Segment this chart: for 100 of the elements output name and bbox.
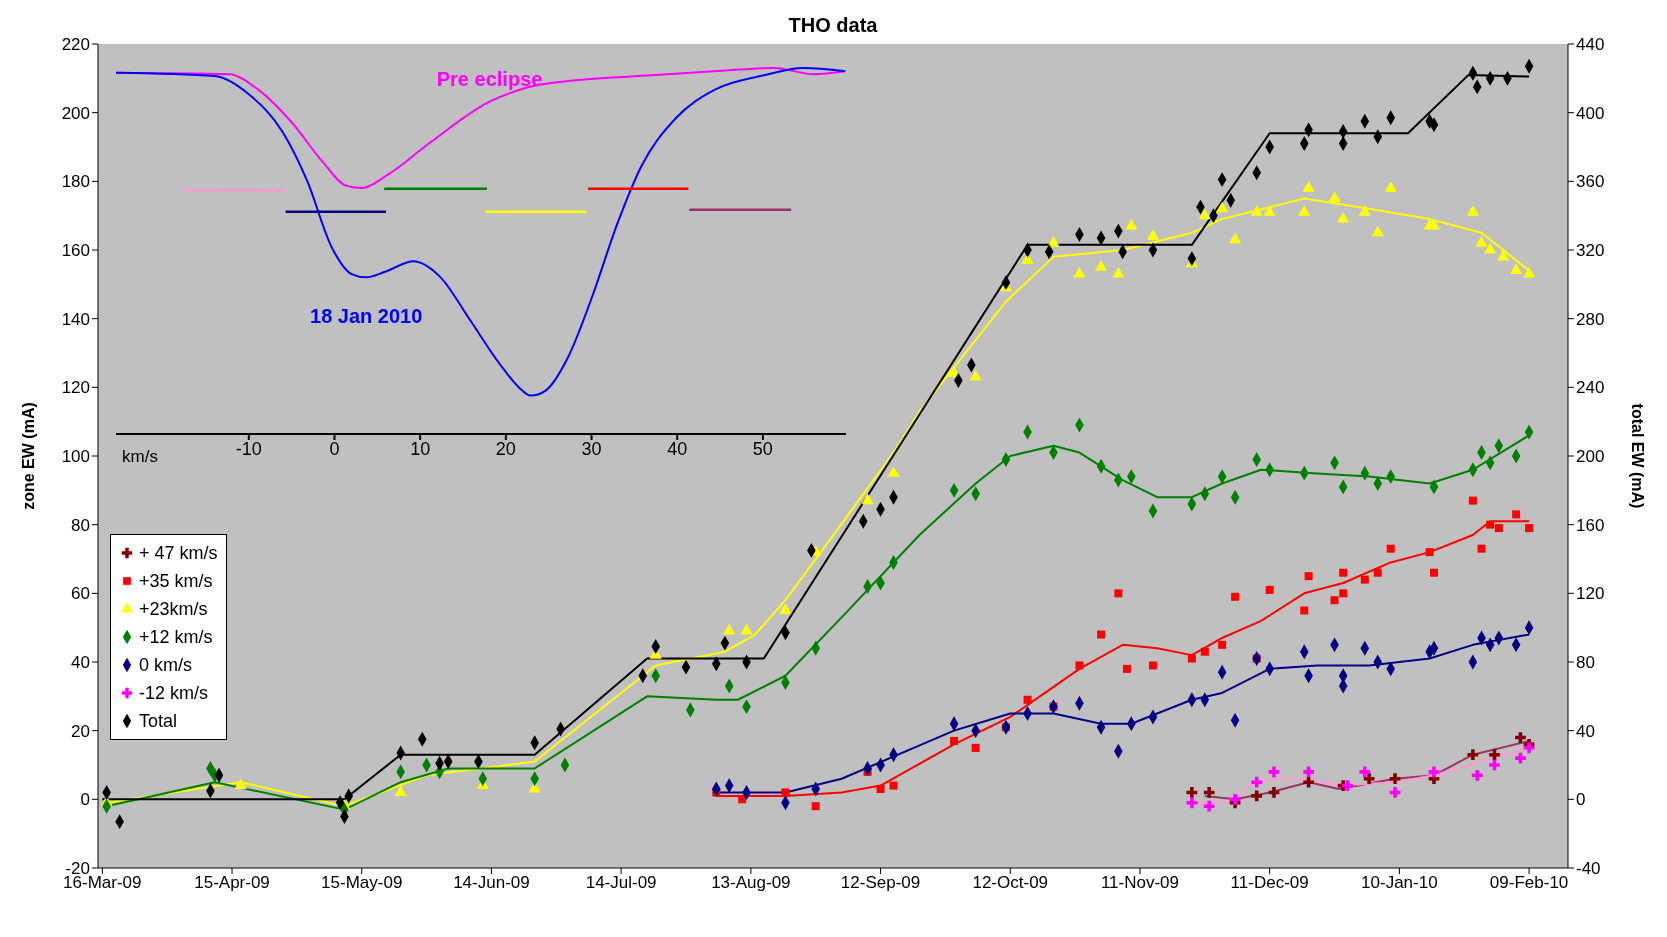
- point: [1146, 229, 1160, 240]
- x-tick-label: 50: [752, 438, 773, 459]
- point: [1386, 544, 1395, 553]
- point: [1300, 606, 1309, 615]
- x-tick-label: 20: [495, 438, 516, 459]
- x-tick-label: 13-Aug-09: [711, 873, 791, 893]
- y2-tick-label: 120: [1576, 584, 1605, 604]
- point: [1186, 787, 1198, 798]
- point: [1251, 776, 1263, 788]
- point: [1337, 212, 1350, 223]
- point: [1200, 647, 1209, 656]
- y2-axis-title: total EW (mA): [1629, 403, 1647, 509]
- point: [1486, 520, 1495, 529]
- point: [1302, 181, 1315, 192]
- point: [1515, 752, 1526, 764]
- point: [1428, 766, 1440, 778]
- point: [1425, 548, 1434, 557]
- x-tick-label: 12-Sep-09: [840, 873, 921, 893]
- point: [1216, 201, 1229, 213]
- x-tick-label: 14-Jul-09: [585, 873, 657, 893]
- y2-tick-label: 80: [1576, 653, 1595, 673]
- point: [1429, 568, 1438, 577]
- y-tick-label: 100: [61, 447, 90, 467]
- point: [1268, 766, 1280, 778]
- point: [1073, 267, 1086, 278]
- point: [1251, 790, 1263, 802]
- point: [1371, 225, 1384, 237]
- y-tick-label: 140: [61, 309, 90, 329]
- point: [1186, 797, 1198, 809]
- x-axis-title: km/s: [122, 447, 158, 466]
- point: [1263, 205, 1276, 216]
- y2-tick-label: 360: [1576, 172, 1605, 192]
- point: [889, 781, 898, 790]
- y-tick-label: 120: [61, 378, 90, 398]
- point: [1203, 800, 1215, 812]
- x-tick-label: 15-May-09: [321, 873, 403, 893]
- point: [811, 802, 820, 811]
- y-tick-label: 0: [80, 790, 90, 810]
- legend-label: -12 km/s: [138, 681, 209, 705]
- y2-tick-label: 280: [1576, 309, 1605, 329]
- x-tick-label: 30: [581, 438, 602, 459]
- point: [1265, 585, 1274, 594]
- point: [1427, 218, 1441, 230]
- legend-label: 0 km/s: [138, 653, 193, 677]
- y-tick-label: 220: [61, 35, 90, 55]
- y2-tick-label: 320: [1576, 241, 1605, 261]
- point: [1097, 630, 1106, 639]
- x-tick-label: 0: [329, 438, 340, 459]
- point: [779, 603, 792, 615]
- point: [1339, 568, 1348, 577]
- y-tick-label: 180: [61, 172, 90, 192]
- point: [1489, 759, 1500, 771]
- y-tick-label: 40: [71, 653, 90, 673]
- point: [1468, 496, 1477, 505]
- point: [1467, 749, 1479, 761]
- y-axis-title: zone EW (mA): [19, 402, 37, 510]
- legend-label: +12 km/s: [138, 625, 214, 649]
- x-tick-label: 11-Nov-09: [1100, 873, 1180, 893]
- y-tick-label: 200: [61, 103, 90, 123]
- point: [1250, 205, 1263, 216]
- point: [1218, 640, 1227, 649]
- point: [971, 743, 980, 752]
- point: [1304, 572, 1313, 581]
- point: [1363, 773, 1375, 785]
- point: [1471, 769, 1483, 781]
- point: [1023, 695, 1032, 704]
- series-label: Pre eclipse: [436, 67, 543, 90]
- point: [1360, 575, 1369, 584]
- y-tick-label: 60: [71, 584, 90, 604]
- x-tick-label: 12-Oct-09: [972, 873, 1049, 893]
- y2-tick-label: 160: [1576, 515, 1605, 535]
- point: [1510, 263, 1523, 275]
- point: [1203, 787, 1215, 798]
- point: [1339, 589, 1348, 598]
- x-tick-label: 10-Jan-10: [1361, 873, 1438, 893]
- y2-tick-label: 240: [1576, 378, 1605, 398]
- x-tick-label: 15-Apr-09: [194, 873, 270, 893]
- point: [1484, 242, 1497, 254]
- point: [1497, 249, 1510, 261]
- x-tick-label: 09-Feb-10: [1489, 873, 1569, 893]
- point: [1477, 544, 1486, 553]
- legend-label: + 47 km/s: [138, 541, 218, 565]
- point: [1330, 596, 1339, 605]
- point: [1512, 510, 1521, 519]
- y-tick-label: 20: [71, 721, 90, 741]
- y2-tick-label: 40: [1576, 721, 1595, 741]
- point: [1303, 776, 1314, 788]
- point: [1389, 787, 1401, 798]
- point: [1187, 654, 1196, 663]
- x-tick-label: 10: [410, 438, 431, 459]
- point: [1298, 205, 1311, 216]
- point: [887, 466, 900, 477]
- y-tick-label: 160: [61, 241, 90, 261]
- point: [1123, 664, 1131, 673]
- point: [1525, 524, 1534, 533]
- y-tick-label: 80: [71, 515, 90, 535]
- point: [876, 785, 885, 794]
- point: [1359, 766, 1371, 778]
- chart-title: THO data: [787, 14, 879, 37]
- point: [723, 624, 736, 635]
